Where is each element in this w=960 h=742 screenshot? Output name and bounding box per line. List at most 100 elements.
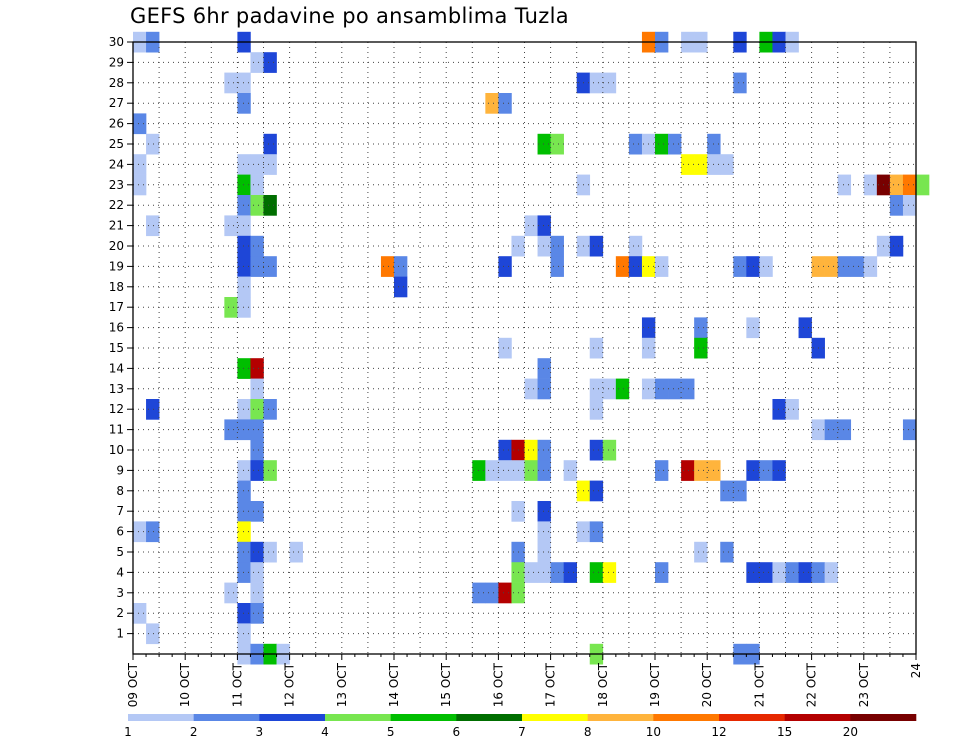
y-tick-label: 1 [116,627,124,641]
precip-cell [133,521,147,543]
precip-cell [681,460,695,481]
precip-cell [681,154,695,175]
y-tick-label: 28 [109,76,124,90]
precip-cell [537,501,551,522]
precip-cell [785,562,799,583]
chart-title: GEFS 6hr padavine po ansamblima Tuzla [130,4,569,28]
y-tick-label: 8 [116,484,124,498]
y-tick-label: 7 [116,504,124,518]
y-tick-label: 13 [109,382,124,396]
precip-cell [759,460,773,481]
y-tick-label: 4 [116,565,124,579]
precip-cell [133,113,147,135]
precip-cell [733,72,747,94]
precip-cell [237,72,251,94]
precip-cell [589,480,604,502]
precip-cell [772,460,786,481]
legend-swatch [325,714,391,721]
precip-cell [250,174,264,196]
precip-cell [889,195,904,216]
y-tick-label: 9 [116,463,124,477]
precip-cell [498,582,512,604]
precip-cell [263,133,277,155]
y-tick-label: 25 [109,137,124,151]
legend-label: 3 [256,725,264,739]
precip-cell [237,195,251,216]
y-tick-label: 23 [109,178,124,192]
precip-cell [237,623,251,645]
precip-cell [863,256,878,277]
precip-cell [837,174,852,196]
y-tick-label: 2 [116,606,124,620]
y-tick-label: 22 [109,198,124,212]
y-tick-label: 27 [109,96,124,110]
precip-cell [863,174,878,196]
precip-cell [655,133,669,155]
y-tick-label: 3 [116,586,124,600]
precip-cell [524,562,538,583]
y-axis: 1234567891011121314151617181920212223242… [109,35,133,641]
x-tick-label: 19 OCT [648,662,662,707]
x-axis: 09 OCT 10 OCT 11 OCT 12 OCT 13 OCT 14 OCT 15 O… [126,654,923,707]
precip-cell [224,582,238,604]
legend-swatch [522,714,588,721]
precip-cell [759,562,773,583]
precip-cell [224,72,238,94]
precip-cell [589,439,604,461]
precip-cell [524,439,538,461]
legend-label: 5 [387,725,395,739]
precip-cell [250,358,264,379]
precip-cell [824,256,838,277]
precip-cell [263,52,277,73]
y-tick-label: 19 [109,259,124,273]
precip-cell [237,419,251,441]
x-tick-label: 10 OCT [178,662,192,707]
precip-cell [785,399,799,420]
precip-cell [237,480,251,502]
precip-cell [589,235,604,257]
y-tick-label: 26 [109,117,124,131]
precip-cell [263,154,277,175]
precip-cell [615,378,630,400]
precip-cell [485,582,499,604]
legend-label: 7 [518,725,526,739]
precip-cell [759,256,773,277]
precip-cell [655,562,669,583]
y-tick-label: 12 [109,402,124,416]
precip-cell [237,399,251,420]
x-tick-label: 16 OCT [491,662,505,707]
legend-swatch [193,714,260,721]
precip-cell [237,460,251,481]
x-tick-label: 20 OCT [700,662,714,707]
legend-label: 12 [711,725,726,739]
precip-cell [133,174,147,196]
precip-cell [224,419,238,441]
precip-cell [733,480,747,502]
precip-cell [694,460,708,481]
precip-cell [798,562,812,583]
precip-cell [237,603,251,624]
precip-cell [537,541,551,563]
precip-cell [563,562,577,583]
precip-cell [537,562,551,583]
precip-cell [589,562,604,583]
precip-cell [720,154,734,175]
y-tick-label: 24 [109,157,124,171]
precip-cell [394,256,408,277]
precip-cell [289,541,303,563]
precip-cell [237,235,251,257]
legend-label: 10 [646,725,661,739]
precip-cell [550,133,564,155]
precip-cell [250,399,264,420]
precip-cell [498,460,512,481]
precip-cell [250,154,264,175]
precip-cell [146,399,160,420]
y-tick-label: 16 [109,321,124,335]
x-tick-label: 13 OCT [335,662,349,707]
x-tick-label: 14 OCT [387,662,401,707]
precip-cell [485,93,499,114]
precip-cell [602,72,617,94]
x-tick-label: 17 OCT [544,662,558,707]
precip-cell [498,337,512,359]
precip-cell [615,256,630,277]
